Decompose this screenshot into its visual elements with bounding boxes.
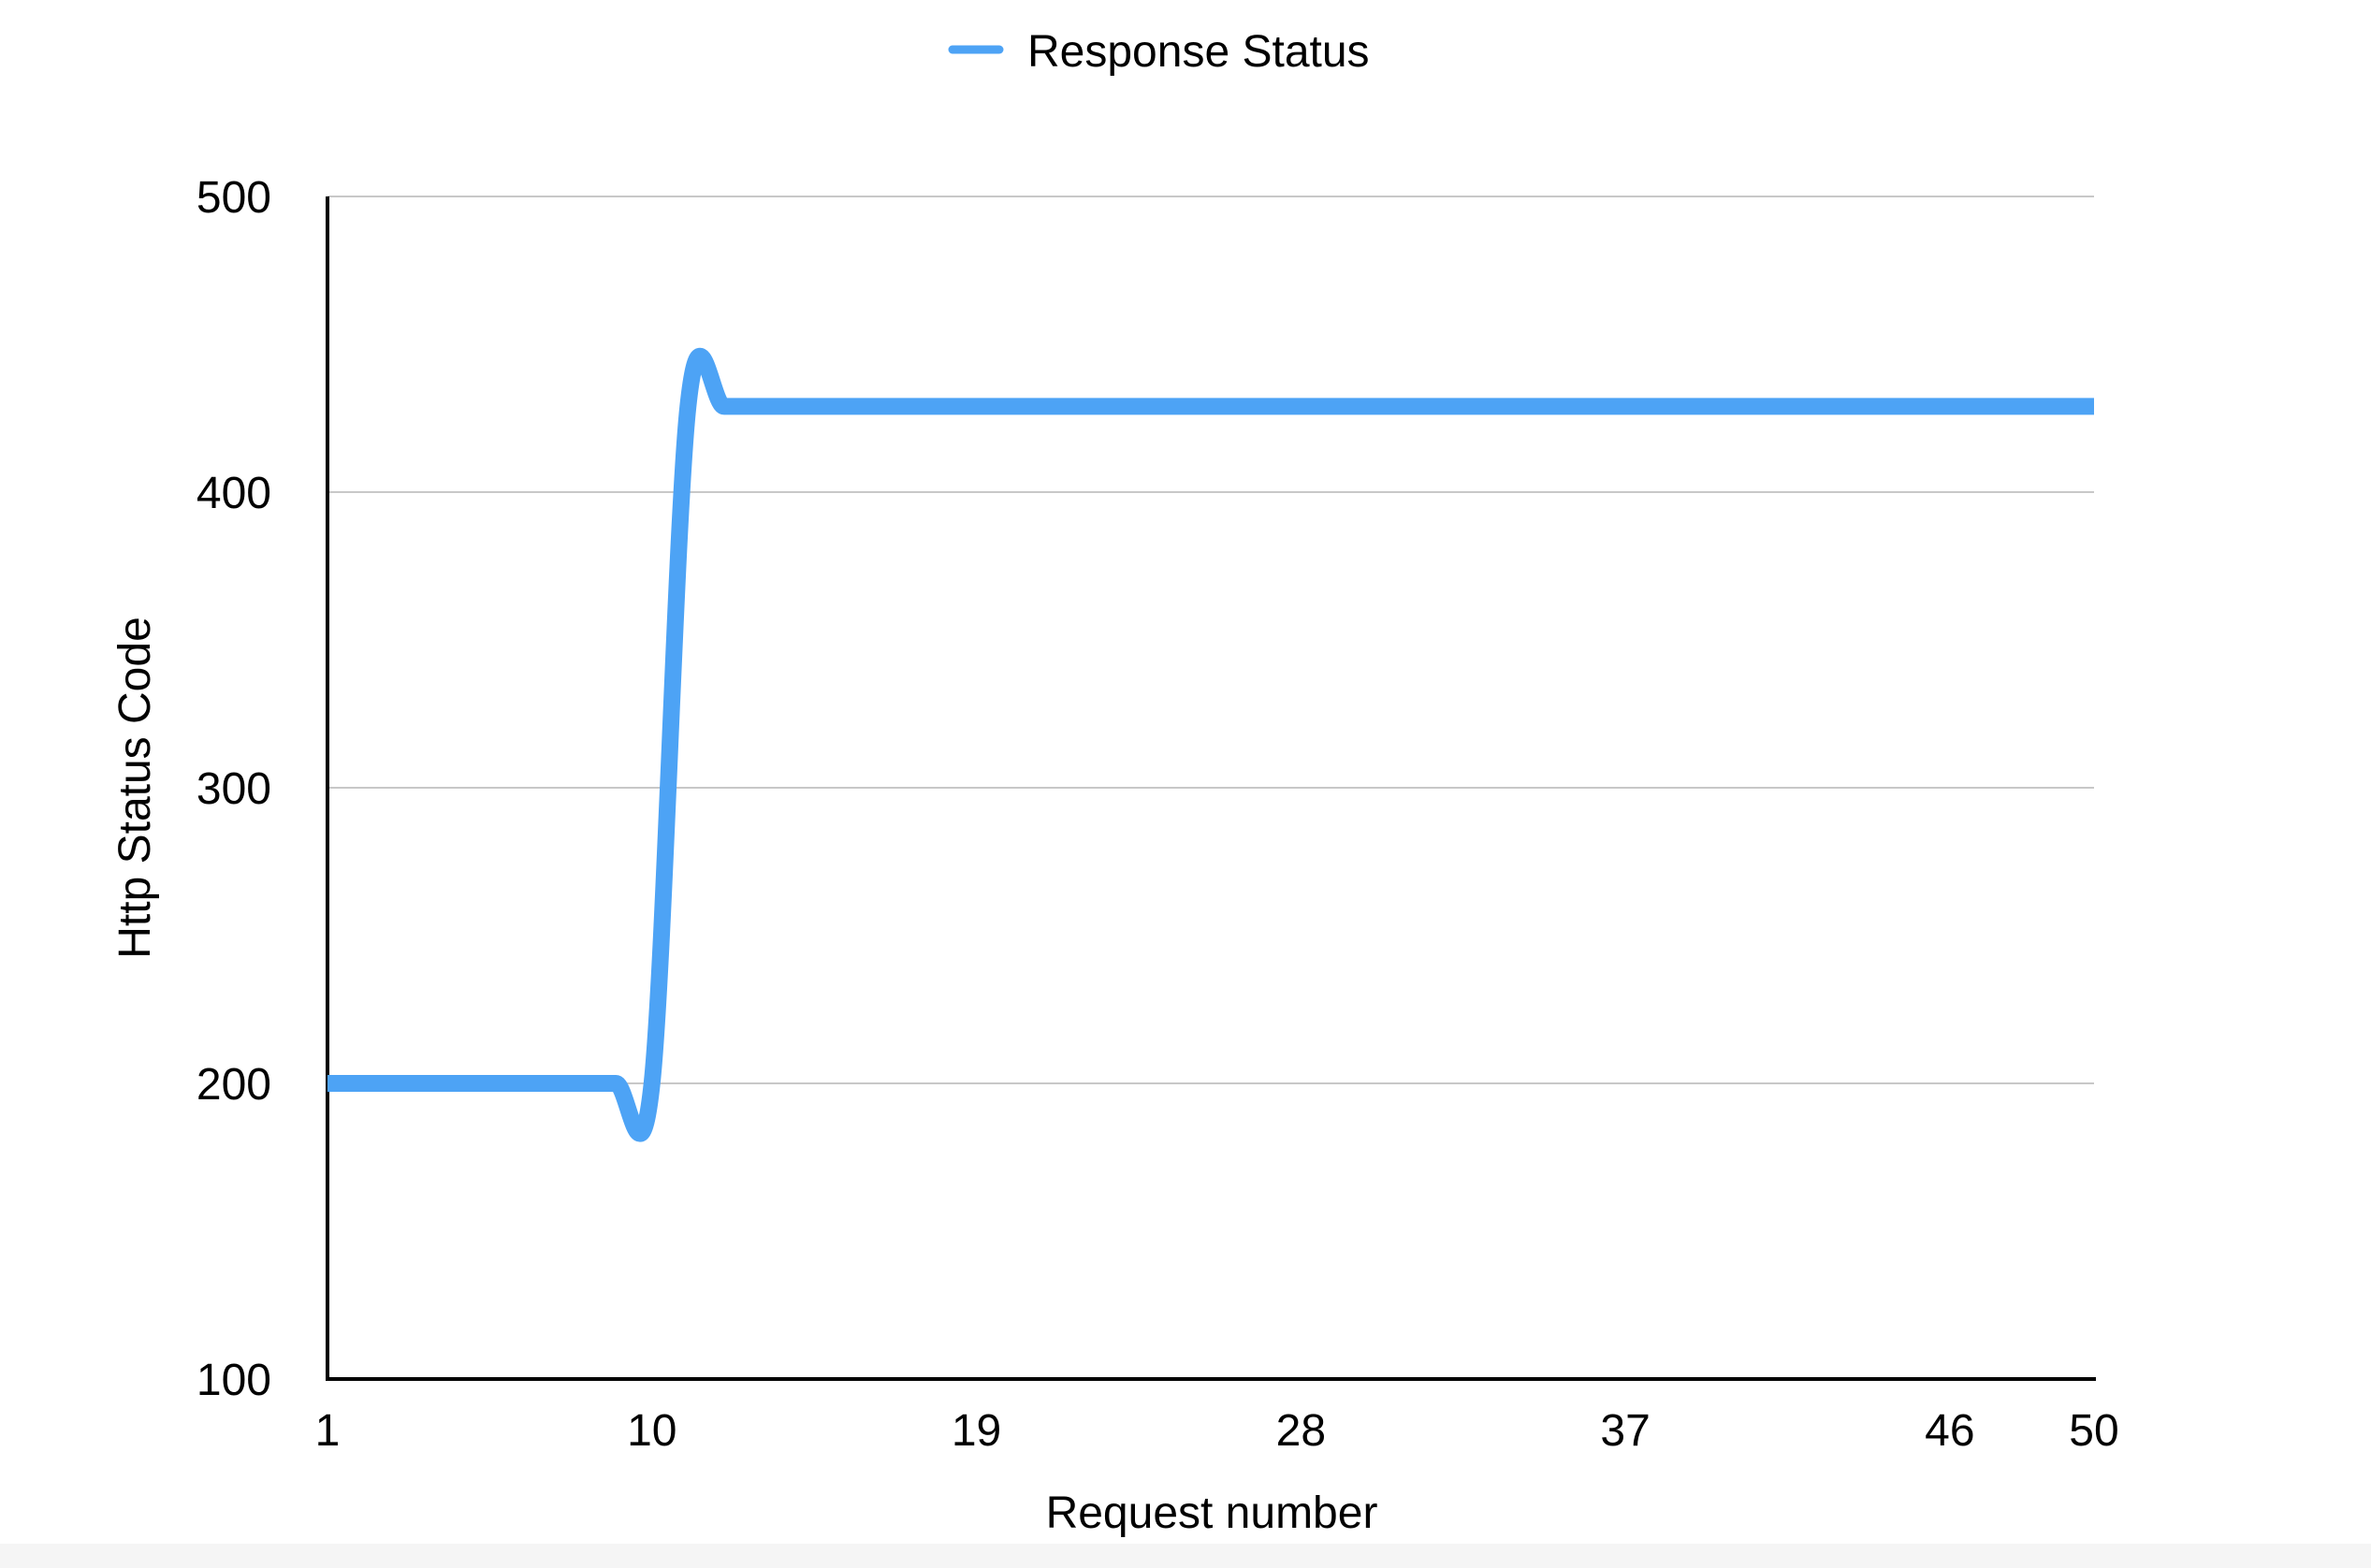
x-axis-title: Request number bbox=[1046, 1488, 1378, 1538]
axes bbox=[326, 196, 2096, 1381]
legend-label: Response Status bbox=[1027, 27, 1370, 77]
x-tick-label: 19 bbox=[952, 1406, 1001, 1456]
x-tick-label: 28 bbox=[1276, 1406, 1326, 1456]
y-tick-label: 300 bbox=[196, 764, 271, 814]
legend: Response Status bbox=[948, 27, 1370, 77]
y-tick-label: 500 bbox=[196, 173, 271, 223]
series-line-0 bbox=[327, 347, 2094, 1142]
y-tick-labels: 100 200 300 400 500 bbox=[196, 173, 271, 1405]
series-layer bbox=[327, 347, 2094, 1142]
x-tick-label: 50 bbox=[2069, 1406, 2118, 1456]
x-tick-label: 37 bbox=[1600, 1406, 1650, 1456]
x-tick-label: 10 bbox=[627, 1406, 676, 1456]
grid-lines bbox=[327, 196, 2094, 1084]
y-tick-label: 100 bbox=[196, 1356, 271, 1405]
window-bottom-edge bbox=[0, 1544, 2371, 1568]
y-tick-label: 200 bbox=[196, 1060, 271, 1110]
x-tick-label: 1 bbox=[315, 1406, 341, 1456]
x-tick-label: 46 bbox=[1925, 1406, 1974, 1456]
y-axis-title: Http Status Code bbox=[110, 617, 160, 959]
x-tick-labels: 1 10 19 28 37 46 50 bbox=[315, 1406, 2119, 1456]
y-tick-label: 400 bbox=[196, 469, 271, 518]
